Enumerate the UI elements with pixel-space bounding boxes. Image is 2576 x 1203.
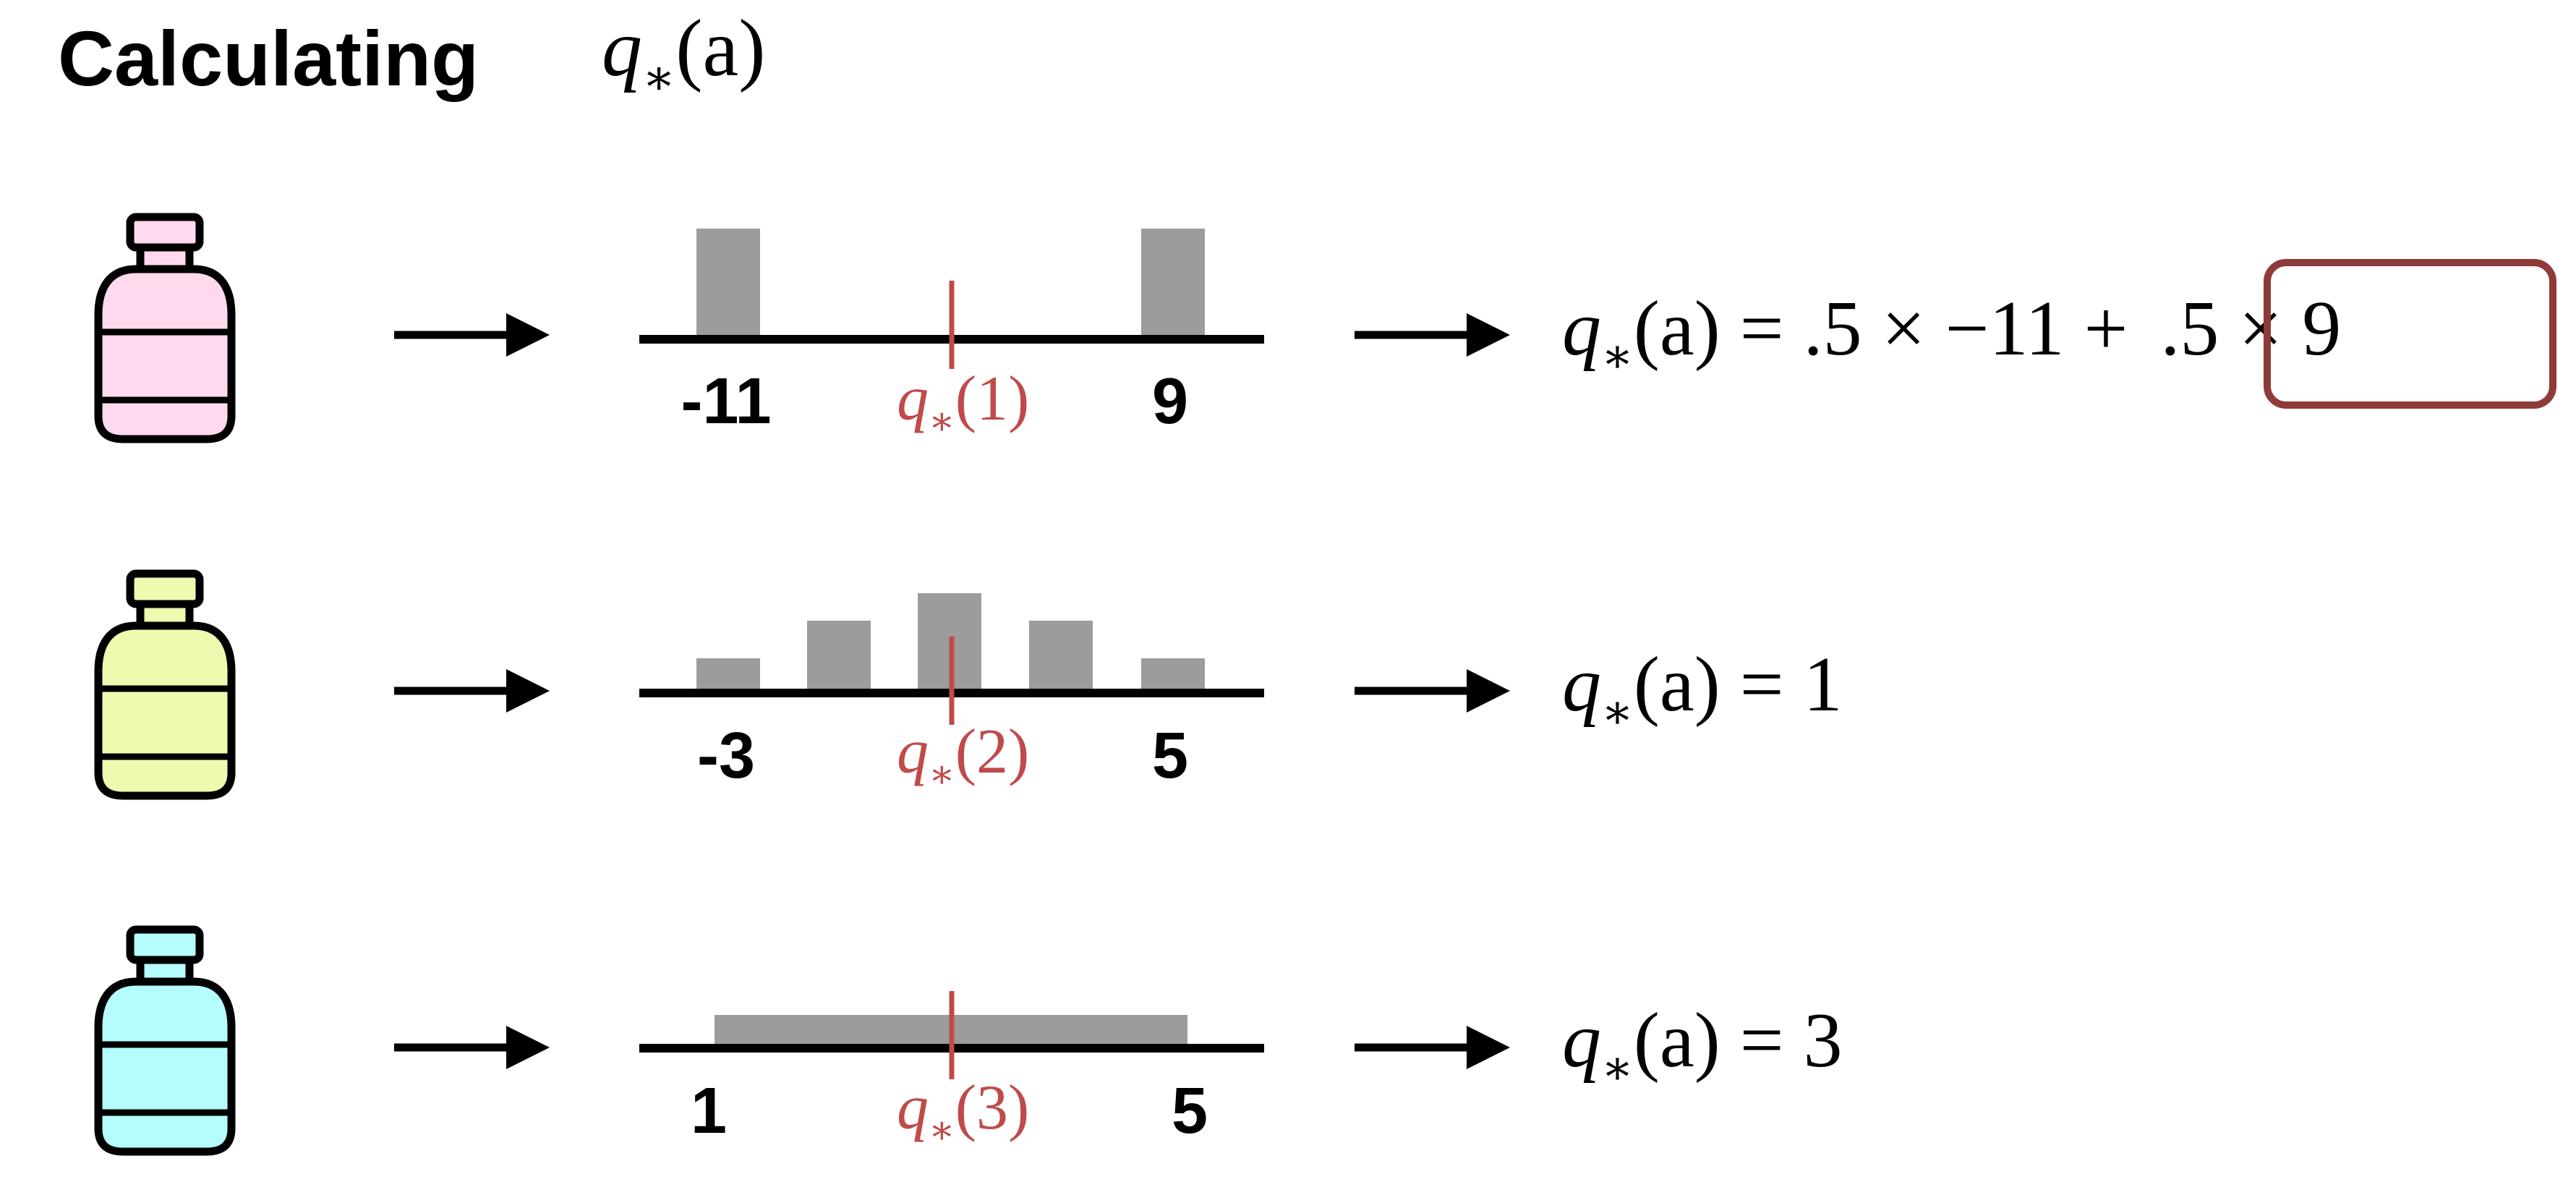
title-math-subscript: ∗ bbox=[642, 50, 675, 105]
mean-label-arg: (1) bbox=[955, 364, 1030, 434]
distribution-bar bbox=[807, 621, 871, 693]
equation-subscript: ∗ bbox=[1601, 1042, 1634, 1094]
title-math: q∗(a) bbox=[602, 4, 766, 105]
title-math-symbol: q bbox=[602, 4, 642, 93]
equation-subscript: ∗ bbox=[1601, 686, 1634, 739]
arrow-right-icon bbox=[1355, 669, 1510, 713]
highlight-box bbox=[2264, 259, 2556, 409]
equation-arg: (a) bbox=[1634, 642, 1720, 728]
title-text: Calculating bbox=[58, 14, 479, 102]
equation-symbol: q bbox=[1562, 642, 1601, 728]
distribution-bar bbox=[1029, 621, 1093, 693]
equation-symbol: q bbox=[1562, 286, 1601, 372]
distribution-bar bbox=[1141, 229, 1205, 339]
mean-label-subscript: ∗ bbox=[929, 752, 955, 796]
row-action-2: -3 5 q∗(2) q∗(a) = 1 bbox=[98, 574, 1843, 796]
equation-arg: (a) bbox=[1634, 998, 1720, 1084]
value-equation: q∗(a) = 3 bbox=[1562, 998, 1843, 1094]
arrow-right-icon bbox=[394, 313, 550, 357]
distribution-bar bbox=[696, 229, 760, 339]
mean-label-symbol: q bbox=[897, 717, 929, 787]
equation-rhs: = 3 bbox=[1720, 998, 1843, 1084]
mean-label-symbol: q bbox=[897, 364, 929, 434]
mean-label-arg: (3) bbox=[955, 1073, 1030, 1143]
reward-distribution: -3 5 q∗(2) bbox=[639, 593, 1264, 796]
equation-subscript: ∗ bbox=[1601, 330, 1634, 383]
tick-label-min: -3 bbox=[697, 720, 755, 792]
mean-label: q∗(2) bbox=[897, 717, 1029, 796]
reward-distribution: 1 5 q∗(3) bbox=[639, 991, 1264, 1152]
mean-label-subscript: ∗ bbox=[929, 1108, 955, 1152]
tick-label-min: 1 bbox=[691, 1075, 727, 1147]
mean-label: q∗(3) bbox=[897, 1073, 1029, 1152]
equation-boxed-term: .5 × 9 bbox=[2160, 286, 2341, 372]
value-equation: q∗(a) = .5 × −11 + .5 × 9 bbox=[1562, 286, 2341, 383]
distribution-bar bbox=[696, 658, 760, 693]
tick-label-max: 5 bbox=[1172, 1075, 1208, 1147]
title-math-arg: (a) bbox=[675, 4, 765, 93]
equation-arg: (a) bbox=[1634, 286, 1720, 372]
mean-label-symbol: q bbox=[897, 1073, 929, 1143]
arrow-right-icon bbox=[1355, 313, 1510, 357]
tick-label-min: -11 bbox=[681, 365, 771, 438]
medicine-bottle-icon bbox=[98, 930, 231, 1152]
arrow-right-icon bbox=[394, 1026, 550, 1069]
tick-label-max: 9 bbox=[1152, 365, 1188, 438]
arrow-right-icon bbox=[394, 669, 550, 713]
mean-label-arg: (2) bbox=[955, 717, 1030, 787]
arrow-right-icon bbox=[1355, 1026, 1510, 1069]
distribution-bar bbox=[1141, 658, 1205, 693]
medicine-bottle-icon bbox=[98, 574, 231, 796]
reward-distribution: -11 9 q∗(1) bbox=[639, 229, 1264, 443]
value-equation: q∗(a) = 1 bbox=[1562, 642, 1843, 739]
row-action-1: -11 9 q∗(1) q∗(a) = .5 × −11 + .5 × 9 bbox=[98, 217, 2556, 443]
tick-label-max: 5 bbox=[1152, 720, 1188, 792]
mean-label-subscript: ∗ bbox=[929, 399, 955, 443]
medicine-bottle-icon bbox=[98, 217, 231, 439]
page-title: Calculating q∗(a) bbox=[58, 4, 766, 105]
equation-rhs: = 1 bbox=[1720, 642, 1843, 728]
equation-symbol: q bbox=[1562, 998, 1601, 1084]
row-action-3: 1 5 q∗(3) q∗(a) = 3 bbox=[98, 930, 1843, 1152]
equation-rhs: = .5 × −11 + bbox=[1720, 286, 2148, 372]
mean-label: q∗(1) bbox=[897, 364, 1029, 443]
